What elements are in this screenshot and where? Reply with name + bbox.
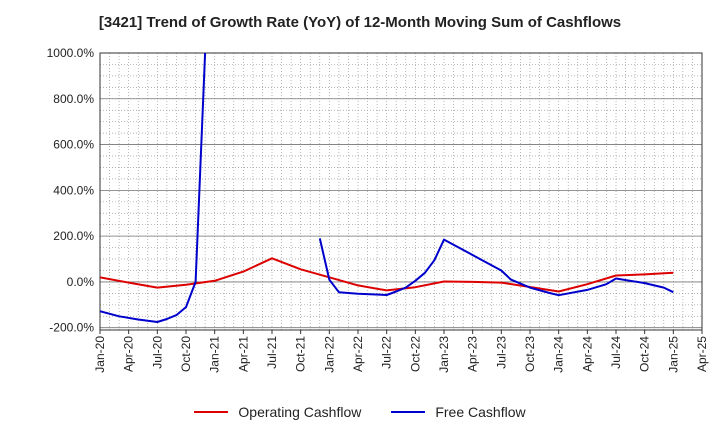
series-line-free [318, 238, 674, 297]
legend-item-free: Free Cashflow [391, 404, 526, 420]
x-tick-label: Oct-23 [523, 336, 537, 372]
x-tick-label: Jan-24 [552, 336, 566, 373]
x-tick-label: Jan-22 [322, 336, 336, 373]
legend-item-operating: Operating Cashflow [194, 404, 361, 420]
x-tick-label: Apr-24 [580, 336, 594, 372]
plot-frame [99, 52, 703, 331]
series-line-free [100, 53, 207, 323]
legend-swatch-free [391, 411, 426, 413]
y-tick-label: 400.0% [53, 183, 94, 197]
x-tick-label: Jul-24 [609, 336, 623, 369]
legend-label-free: Free Cashflow [435, 404, 526, 420]
legend: Operating Cashflow Free Cashflow [0, 404, 720, 420]
x-tick-label: Oct-21 [294, 336, 308, 372]
y-tick-label: 800.0% [53, 92, 94, 106]
x-tick-label: Apr-22 [351, 336, 365, 372]
legend-label-operating: Operating Cashflow [238, 404, 362, 420]
x-tick-label: Jan-23 [437, 336, 451, 373]
chart-title: [3421] Trend of Growth Rate (YoY) of 12-… [98, 14, 622, 31]
x-tick-label: Apr-23 [466, 336, 480, 372]
y-tick-label: 200.0% [53, 229, 94, 243]
x-tick-label: Jul-23 [494, 336, 508, 369]
x-tick-label: Apr-25 [695, 336, 709, 372]
x-tick-label: Jul-20 [150, 336, 164, 369]
x-tick-label: Oct-20 [179, 336, 193, 372]
y-tick-label: -200.0% [49, 321, 94, 335]
x-tick-label: Jan-20 [93, 336, 107, 373]
x-tick-label: Oct-22 [408, 336, 422, 372]
x-tick-label: Oct-24 [638, 336, 652, 372]
x-tick-label: Jul-21 [265, 336, 279, 369]
x-tick-label: Apr-20 [122, 336, 136, 372]
y-tick-label: 1000.0% [47, 46, 95, 60]
x-tick-label: Apr-21 [236, 336, 250, 372]
y-tick-label: 600.0% [53, 138, 94, 152]
x-tick-label: Jan-25 [666, 336, 680, 373]
x-tick-label: Jul-22 [380, 336, 394, 369]
y-tick-label: 0.0% [67, 275, 95, 289]
legend-swatch-operating [194, 411, 229, 413]
x-tick-label: Jan-21 [208, 336, 222, 373]
